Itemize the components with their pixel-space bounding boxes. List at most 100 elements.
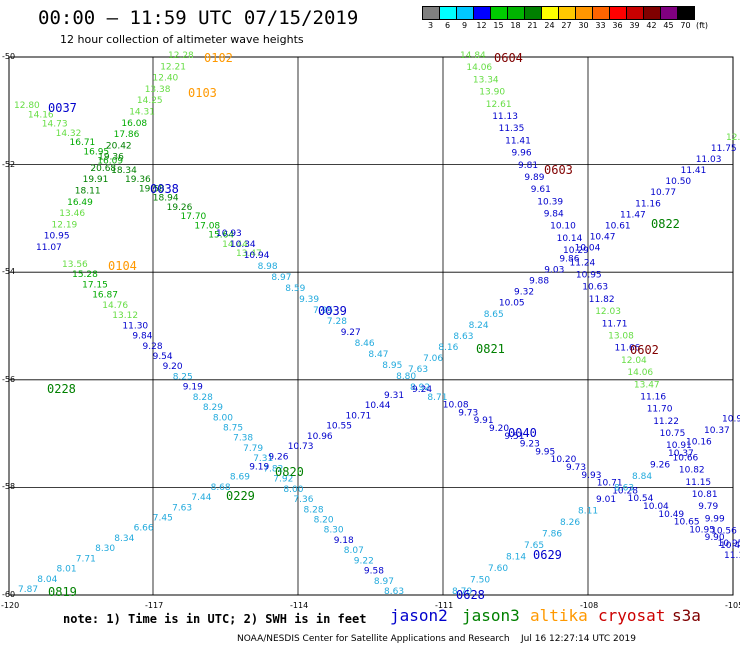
- lat-tick-label: -56: [2, 374, 16, 384]
- wave-height-reading: 8.28: [304, 505, 324, 515]
- track-time-label: 0102: [204, 51, 233, 65]
- wave-height-reading: 8.30: [324, 526, 344, 536]
- wave-height-reading: 11.41: [505, 136, 531, 146]
- wave-height-reading: 9.51: [504, 432, 524, 442]
- satellite-tracks: 12.8014.1614.7314.3216.7116.9516.0918.34…: [14, 51, 740, 597]
- wave-height-reading: 19.58: [139, 184, 165, 194]
- wave-height-reading: 8.07: [344, 546, 364, 556]
- legend-label: 9: [461, 21, 468, 30]
- wave-height-reading: 10.08: [443, 401, 469, 411]
- wave-height-reading: 8.28: [193, 393, 213, 403]
- wave-height-reading: 19.36: [125, 175, 151, 185]
- wave-height-reading: 8.46: [355, 339, 375, 349]
- wave-height-reading: 10.73: [288, 442, 314, 452]
- wave-height-reading: 7.44: [191, 493, 211, 503]
- wave-height-reading: 17.70: [181, 212, 207, 222]
- wave-height-reading: 8.59: [285, 284, 305, 294]
- track-time-label: 0628: [456, 588, 485, 602]
- legend-label: 39: [629, 21, 640, 30]
- wave-height-reading: 7.79: [243, 444, 263, 454]
- legend-label: 36: [612, 21, 623, 30]
- wave-height-reading: 13.47: [236, 249, 262, 259]
- wave-height-reading: 11.82: [589, 295, 615, 305]
- lat-tick-label: -60: [2, 590, 16, 599]
- wave-height-reading: 10.56: [711, 527, 737, 537]
- wave-height-reading: 10.93: [216, 229, 242, 239]
- wave-height-reading: 9.91: [474, 416, 494, 426]
- wave-height-reading: 13.47: [634, 380, 660, 390]
- wave-height-reading: 17.08: [194, 221, 220, 231]
- wave-height-reading: 9.86: [559, 255, 579, 265]
- wave-height-reading: 9.03: [544, 266, 564, 276]
- wave-height-reading: 19.26: [167, 203, 193, 213]
- wave-height-reading: 7.95: [313, 306, 333, 316]
- wave-height-reading: 7.31: [253, 454, 273, 464]
- wave-height-reading: 10.95: [718, 539, 740, 549]
- wave-height-reading: 11.66: [615, 344, 641, 354]
- wave-height-reading: 14.25: [137, 96, 163, 106]
- wave-height-reading: 8.01: [57, 565, 77, 575]
- wave-height-reading: 10.28: [612, 486, 638, 496]
- wave-height-reading: 10.50: [665, 177, 691, 187]
- wave-height-reading: 9.73: [566, 463, 586, 473]
- wave-height-reading: 8.95: [382, 361, 402, 371]
- wave-height-reading: 6.66: [134, 524, 154, 534]
- wave-height-reading: 7.92: [273, 475, 293, 485]
- wave-height-reading: 9.24: [412, 385, 432, 395]
- wave-height-reading: 9.61: [531, 185, 551, 195]
- wave-height-reading: 10.16: [686, 438, 712, 448]
- legend-label: 3: [427, 21, 434, 30]
- wave-height-reading: 18.94: [153, 194, 179, 204]
- satellite-name-s3a: s3a: [672, 606, 701, 625]
- wave-height-reading: 9.20: [489, 424, 509, 434]
- wave-height-reading: 8.26: [560, 518, 580, 528]
- legend-label: 70: [680, 21, 691, 30]
- wave-height-reading: 14.31: [129, 108, 155, 118]
- wave-height-reading: 11.70: [647, 405, 673, 415]
- wave-height-reading: 10.95: [576, 271, 602, 281]
- wave-height-reading: 14.16: [28, 110, 54, 120]
- wave-height-reading: 11.15: [685, 478, 711, 488]
- lat-tick-label: -54: [2, 267, 16, 277]
- wave-height-reading: 14.32: [56, 129, 82, 139]
- map-title: 00:00 – 11:59 UTC 07/15/2019: [38, 7, 359, 29]
- wave-height-reading: 8.92: [410, 383, 430, 393]
- wave-height-reading: 12.21: [160, 62, 186, 72]
- legend-label: 30: [578, 21, 589, 30]
- wave-height-reading: 16.08: [121, 119, 147, 129]
- wave-height-reading: 10.81: [692, 490, 718, 500]
- wave-height-reading: 19.91: [83, 175, 109, 185]
- wave-height-reading: 11.35: [499, 124, 525, 134]
- wave-height-reading: 9.95: [535, 447, 555, 457]
- wave-height-reading: 9.26: [650, 461, 670, 471]
- wave-height-reading: 9.28: [143, 342, 163, 352]
- wave-height-reading: 9.88: [529, 277, 549, 287]
- track-time-label: 0104: [108, 259, 137, 273]
- track-time-label: 0821: [476, 342, 505, 356]
- wave-height-reading: 17.86: [114, 130, 140, 140]
- wave-height-reading: 11.75: [711, 144, 737, 154]
- wave-height-reading: 7.50: [470, 576, 490, 586]
- wave-height-reading: 10.39: [537, 197, 563, 207]
- wave-height-reading: 14.73: [42, 120, 68, 130]
- wave-height-reading: 10.14: [557, 234, 583, 244]
- wave-height-reading: 7.36: [293, 495, 313, 505]
- wave-height-reading: 12.40: [153, 74, 179, 84]
- wave-height-reading: 15.64: [208, 231, 234, 241]
- wave-height-reading: 7.45: [153, 514, 173, 524]
- track-time-label: 0040: [508, 426, 537, 440]
- wave-height-reading: 10.20: [551, 455, 577, 465]
- wave-height-reading: 13.08: [608, 332, 634, 342]
- wave-height-reading: 7.63: [172, 503, 192, 513]
- wave-height-reading: 20.42: [106, 141, 132, 151]
- wave-height-reading: 8.97: [271, 273, 291, 283]
- wave-height-reading: 9.73: [458, 408, 478, 418]
- wave-height-reading: 12.80: [14, 101, 40, 111]
- wave-height-reading: 8.47: [368, 350, 388, 360]
- wave-height-reading: 7.28: [327, 317, 347, 327]
- wave-height-reading: 16.49: [67, 198, 93, 208]
- wave-height-reading: 9.31: [384, 391, 404, 401]
- wave-height-reading: 10.82: [679, 466, 705, 476]
- wave-height-reading: 9.89: [524, 173, 544, 183]
